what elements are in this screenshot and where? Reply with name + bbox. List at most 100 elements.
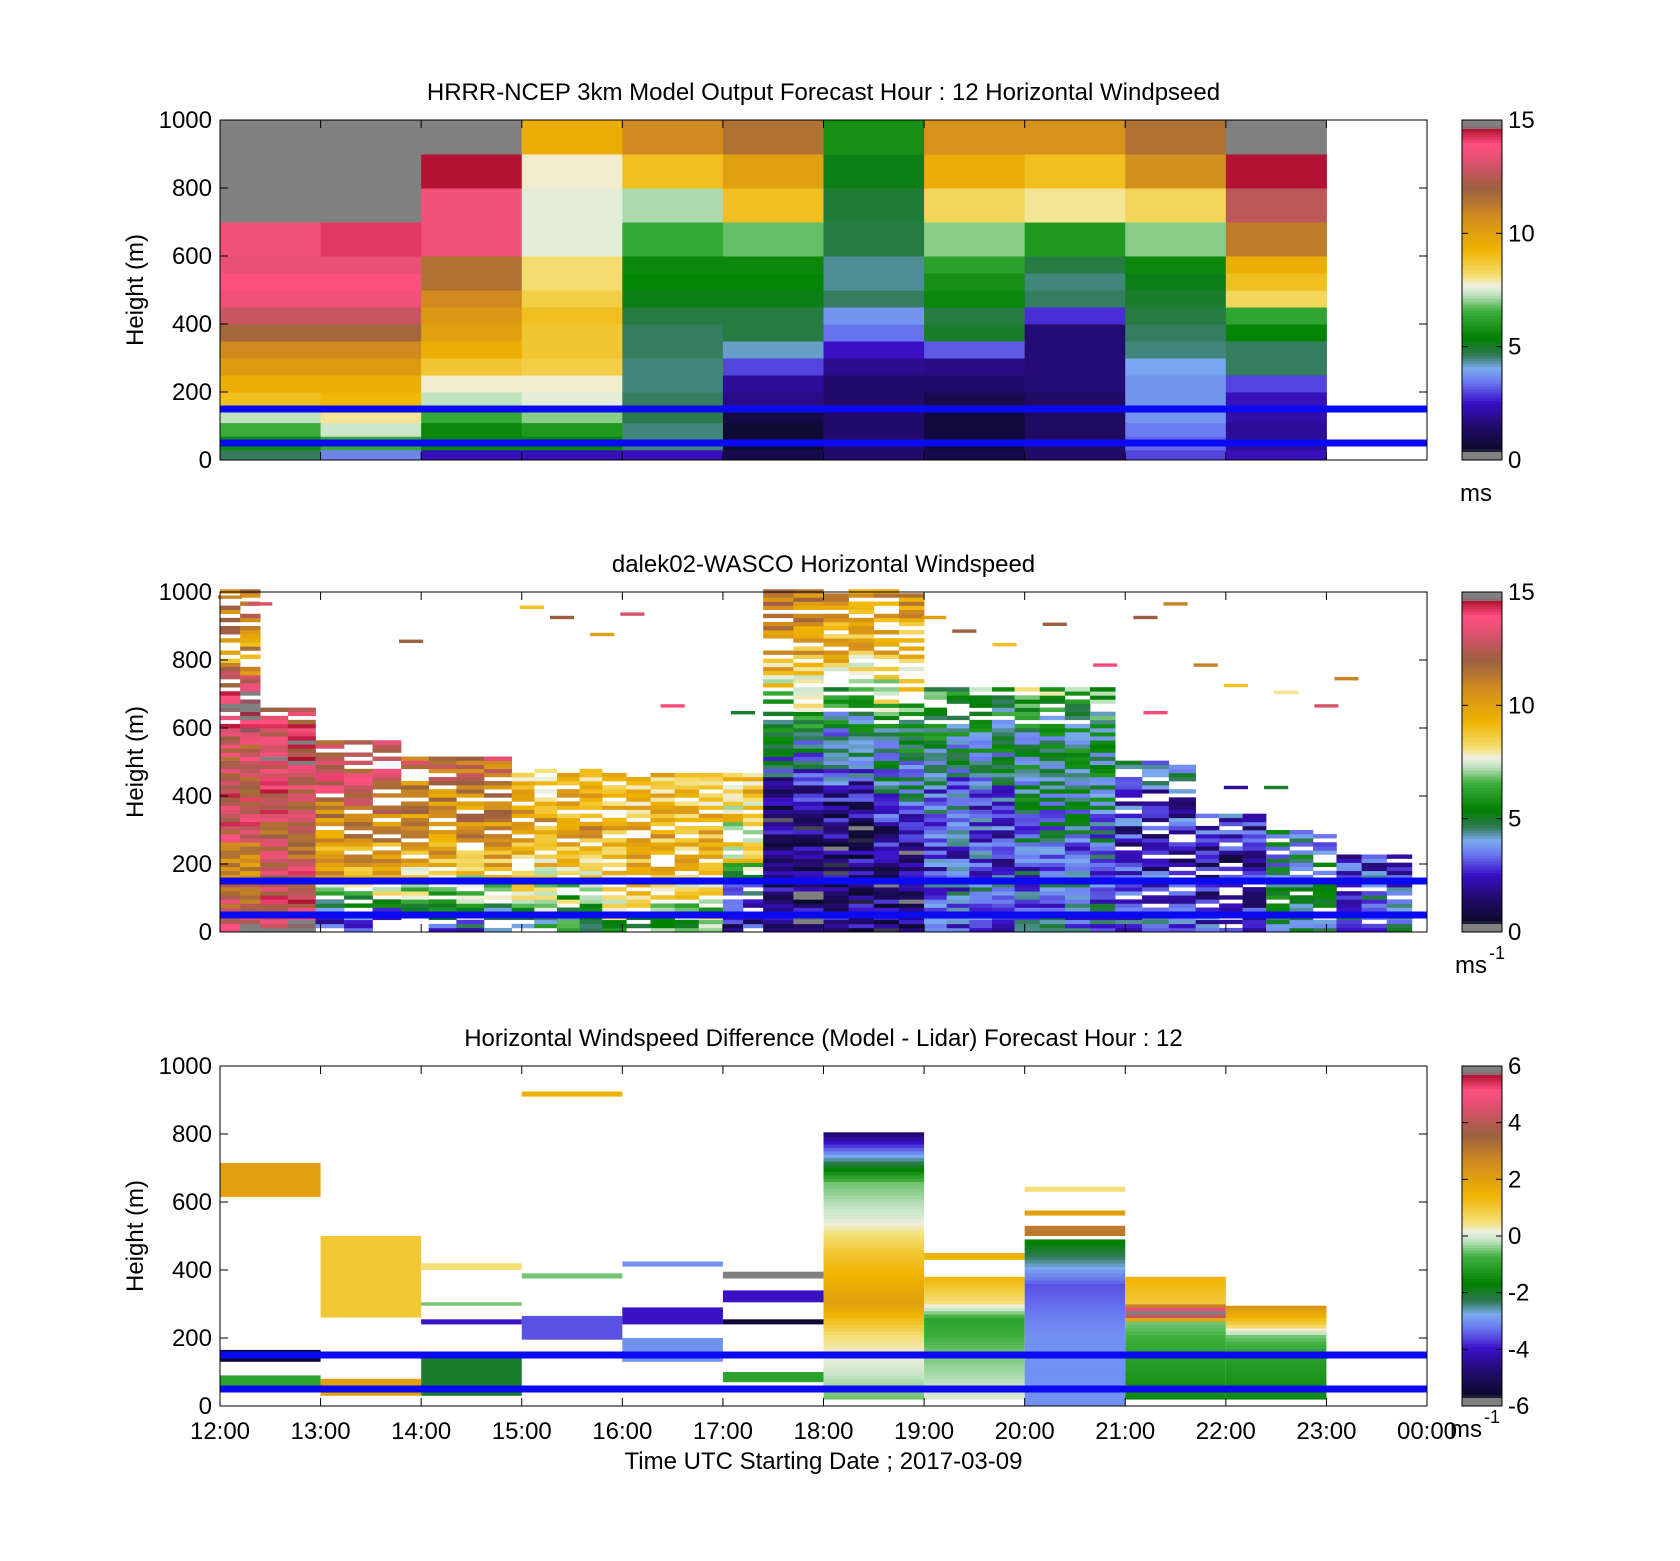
heatmap-cell [240, 715, 261, 721]
heatmap-cell [823, 1185, 925, 1189]
heatmap-cell [991, 866, 1015, 872]
colorbar-segment [1462, 142, 1502, 146]
heatmap-cell [344, 862, 373, 868]
heatmap-cell [320, 1236, 422, 1318]
heatmap-cell [1289, 899, 1314, 904]
heatmap-cell [698, 842, 724, 847]
colorbar-segment [1462, 304, 1502, 308]
heatmap-cell [924, 1310, 1025, 1315]
heatmap-cell [1115, 870, 1143, 876]
heatmap-cell [898, 658, 925, 664]
heatmap-cell [873, 638, 900, 643]
heatmap-cell [898, 797, 925, 802]
heatmap-cell [823, 1280, 925, 1284]
heatmap-cell [873, 895, 900, 900]
heatmap-cell [848, 850, 875, 855]
heatmap-cell [456, 838, 485, 843]
heatmap-cell [1195, 907, 1220, 912]
heatmap-cell [287, 821, 316, 827]
heatmap-cell [521, 307, 623, 325]
heatmap-cell [1024, 290, 1126, 308]
heatmap-cell [924, 1368, 1025, 1373]
heatmap-cell [969, 899, 993, 904]
colorbar-segment [1462, 696, 1502, 701]
heatmap-cell [873, 919, 900, 925]
heatmap-cell [220, 422, 322, 437]
heatmap-cell [1115, 866, 1143, 872]
heatmap-cell [556, 789, 580, 794]
heatmap-cell [763, 923, 794, 929]
heatmap-cell [1125, 307, 1227, 325]
heatmap-cell [315, 919, 345, 925]
heatmap-cell [534, 781, 558, 786]
colorbar-unit-label: ms [1455, 952, 1487, 979]
heatmap-cell [1024, 154, 1126, 189]
heatmap-cell [873, 764, 900, 770]
y-axis-label: Height (m) [122, 1180, 149, 1292]
heatmap-cell [650, 785, 675, 790]
heatmap-cell [1195, 858, 1220, 863]
heatmap-cell [1014, 768, 1041, 774]
heatmap-cell [315, 874, 345, 880]
heatmap-cell [521, 154, 623, 189]
heatmap-cell [1115, 764, 1143, 770]
heatmap-cell [823, 1205, 925, 1210]
heatmap-cell [401, 903, 430, 908]
heatmap-cell [1090, 715, 1116, 721]
heatmap-cell [698, 854, 724, 859]
heatmap-cell [650, 903, 675, 908]
heatmap-cell [1219, 838, 1243, 843]
heatmap-cell [1024, 1280, 1126, 1284]
heatmap-cell [1090, 834, 1116, 839]
heatmap-cell [1064, 883, 1091, 888]
heatmap-cell [372, 858, 402, 863]
heatmap-cell [1142, 768, 1170, 774]
heatmap-cell [287, 838, 316, 843]
colorbar-segment [1462, 1301, 1502, 1305]
heatmap-cell [1168, 846, 1196, 851]
heatmap-cell [1219, 874, 1243, 880]
heatmap-cell [873, 821, 900, 827]
colorbar-segment [1462, 844, 1502, 848]
heatmap-cell [823, 638, 849, 643]
heatmap-cell [898, 838, 925, 843]
heatmap-cell [924, 732, 948, 737]
heatmap-cell [1168, 870, 1196, 876]
y-tick-label: 400 [172, 311, 212, 338]
heatmap-cell [287, 907, 316, 912]
colorbar-segment [1462, 287, 1502, 291]
heatmap-cell [991, 797, 1015, 802]
colorbar-segment [1462, 813, 1502, 817]
heatmap-cell [743, 793, 764, 798]
colorbar-segment [1462, 631, 1502, 635]
heatmap-cell [1039, 927, 1066, 933]
heatmap-cell [1115, 830, 1143, 835]
heatmap-cell [344, 740, 373, 745]
heatmap-cell [220, 785, 241, 790]
heatmap-cell [924, 830, 948, 835]
heatmap-cell [1195, 834, 1220, 839]
y-tick-label: 200 [172, 851, 212, 878]
heatmap-cell [1125, 1290, 1226, 1295]
heatmap-cell [622, 392, 724, 410]
heatmap-cell [674, 776, 700, 782]
heatmap-cell [421, 290, 523, 308]
colorbar-segment [1462, 394, 1502, 399]
heatmap-cell [969, 887, 993, 892]
heatmap-cell [924, 887, 948, 892]
heatmap-cell [823, 1266, 925, 1271]
heatmap-cell [848, 883, 875, 888]
heatmap-cell [898, 809, 925, 814]
heatmap-cell [428, 887, 457, 892]
heatmap-cell [456, 776, 485, 782]
heatmap-cell [969, 821, 993, 827]
heatmap-cell [260, 854, 289, 859]
heatmap-cell [898, 646, 925, 651]
heatmap-cell [344, 776, 373, 782]
heatmap-cell [722, 776, 744, 782]
heatmap-cell [240, 887, 261, 892]
heatmap-cell [1289, 850, 1314, 855]
heatmap-cell [698, 907, 724, 912]
